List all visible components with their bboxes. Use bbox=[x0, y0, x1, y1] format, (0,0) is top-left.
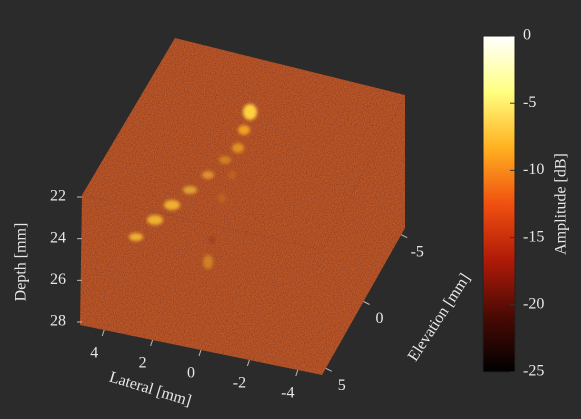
colorbar-label: Amplitude [dB] bbox=[553, 153, 570, 255]
z-tick-label: 28 bbox=[50, 313, 66, 330]
x-tick-label: 2 bbox=[139, 355, 147, 372]
chart: Depth [mm] Lateral [mm] Elevation [mm] A… bbox=[0, 0, 581, 419]
y-tick bbox=[401, 235, 407, 238]
colorbar-tick-label: -25 bbox=[523, 363, 544, 380]
x-tick bbox=[151, 340, 153, 346]
z-tick-label: 24 bbox=[50, 229, 66, 246]
y-tick bbox=[364, 302, 370, 305]
x-tick bbox=[247, 360, 249, 366]
y-tick-label: -5 bbox=[411, 243, 424, 260]
z-tick-label: 26 bbox=[50, 271, 66, 288]
x-tick bbox=[199, 350, 201, 356]
colorbar-tick-label: -5 bbox=[523, 94, 536, 111]
y-tick-label: 5 bbox=[338, 377, 346, 394]
y-tick-label: 0 bbox=[376, 310, 384, 327]
z-tick-label: 22 bbox=[50, 188, 66, 205]
x-tick-label: 4 bbox=[90, 345, 98, 362]
x-tick-label: 0 bbox=[187, 365, 195, 382]
y-tick bbox=[326, 368, 332, 371]
colorbar bbox=[483, 36, 515, 372]
volume bbox=[80, 38, 405, 375]
y-axis-label: Elevation [mm] bbox=[405, 271, 474, 365]
x-tick-label: -2 bbox=[233, 375, 246, 392]
x-tick bbox=[296, 370, 298, 376]
colorbar-tick-label: -15 bbox=[523, 228, 544, 245]
colorbar-tick-label: -20 bbox=[523, 295, 544, 312]
x-axis-label: Lateral [mm] bbox=[107, 369, 193, 410]
z-axis-label: Depth [mm] bbox=[13, 223, 30, 302]
x-tick bbox=[102, 330, 104, 336]
colorbar-tick-label: 0 bbox=[523, 27, 531, 44]
colorbar-tick-label: -10 bbox=[523, 161, 544, 178]
x-tick-label: -4 bbox=[281, 385, 294, 402]
